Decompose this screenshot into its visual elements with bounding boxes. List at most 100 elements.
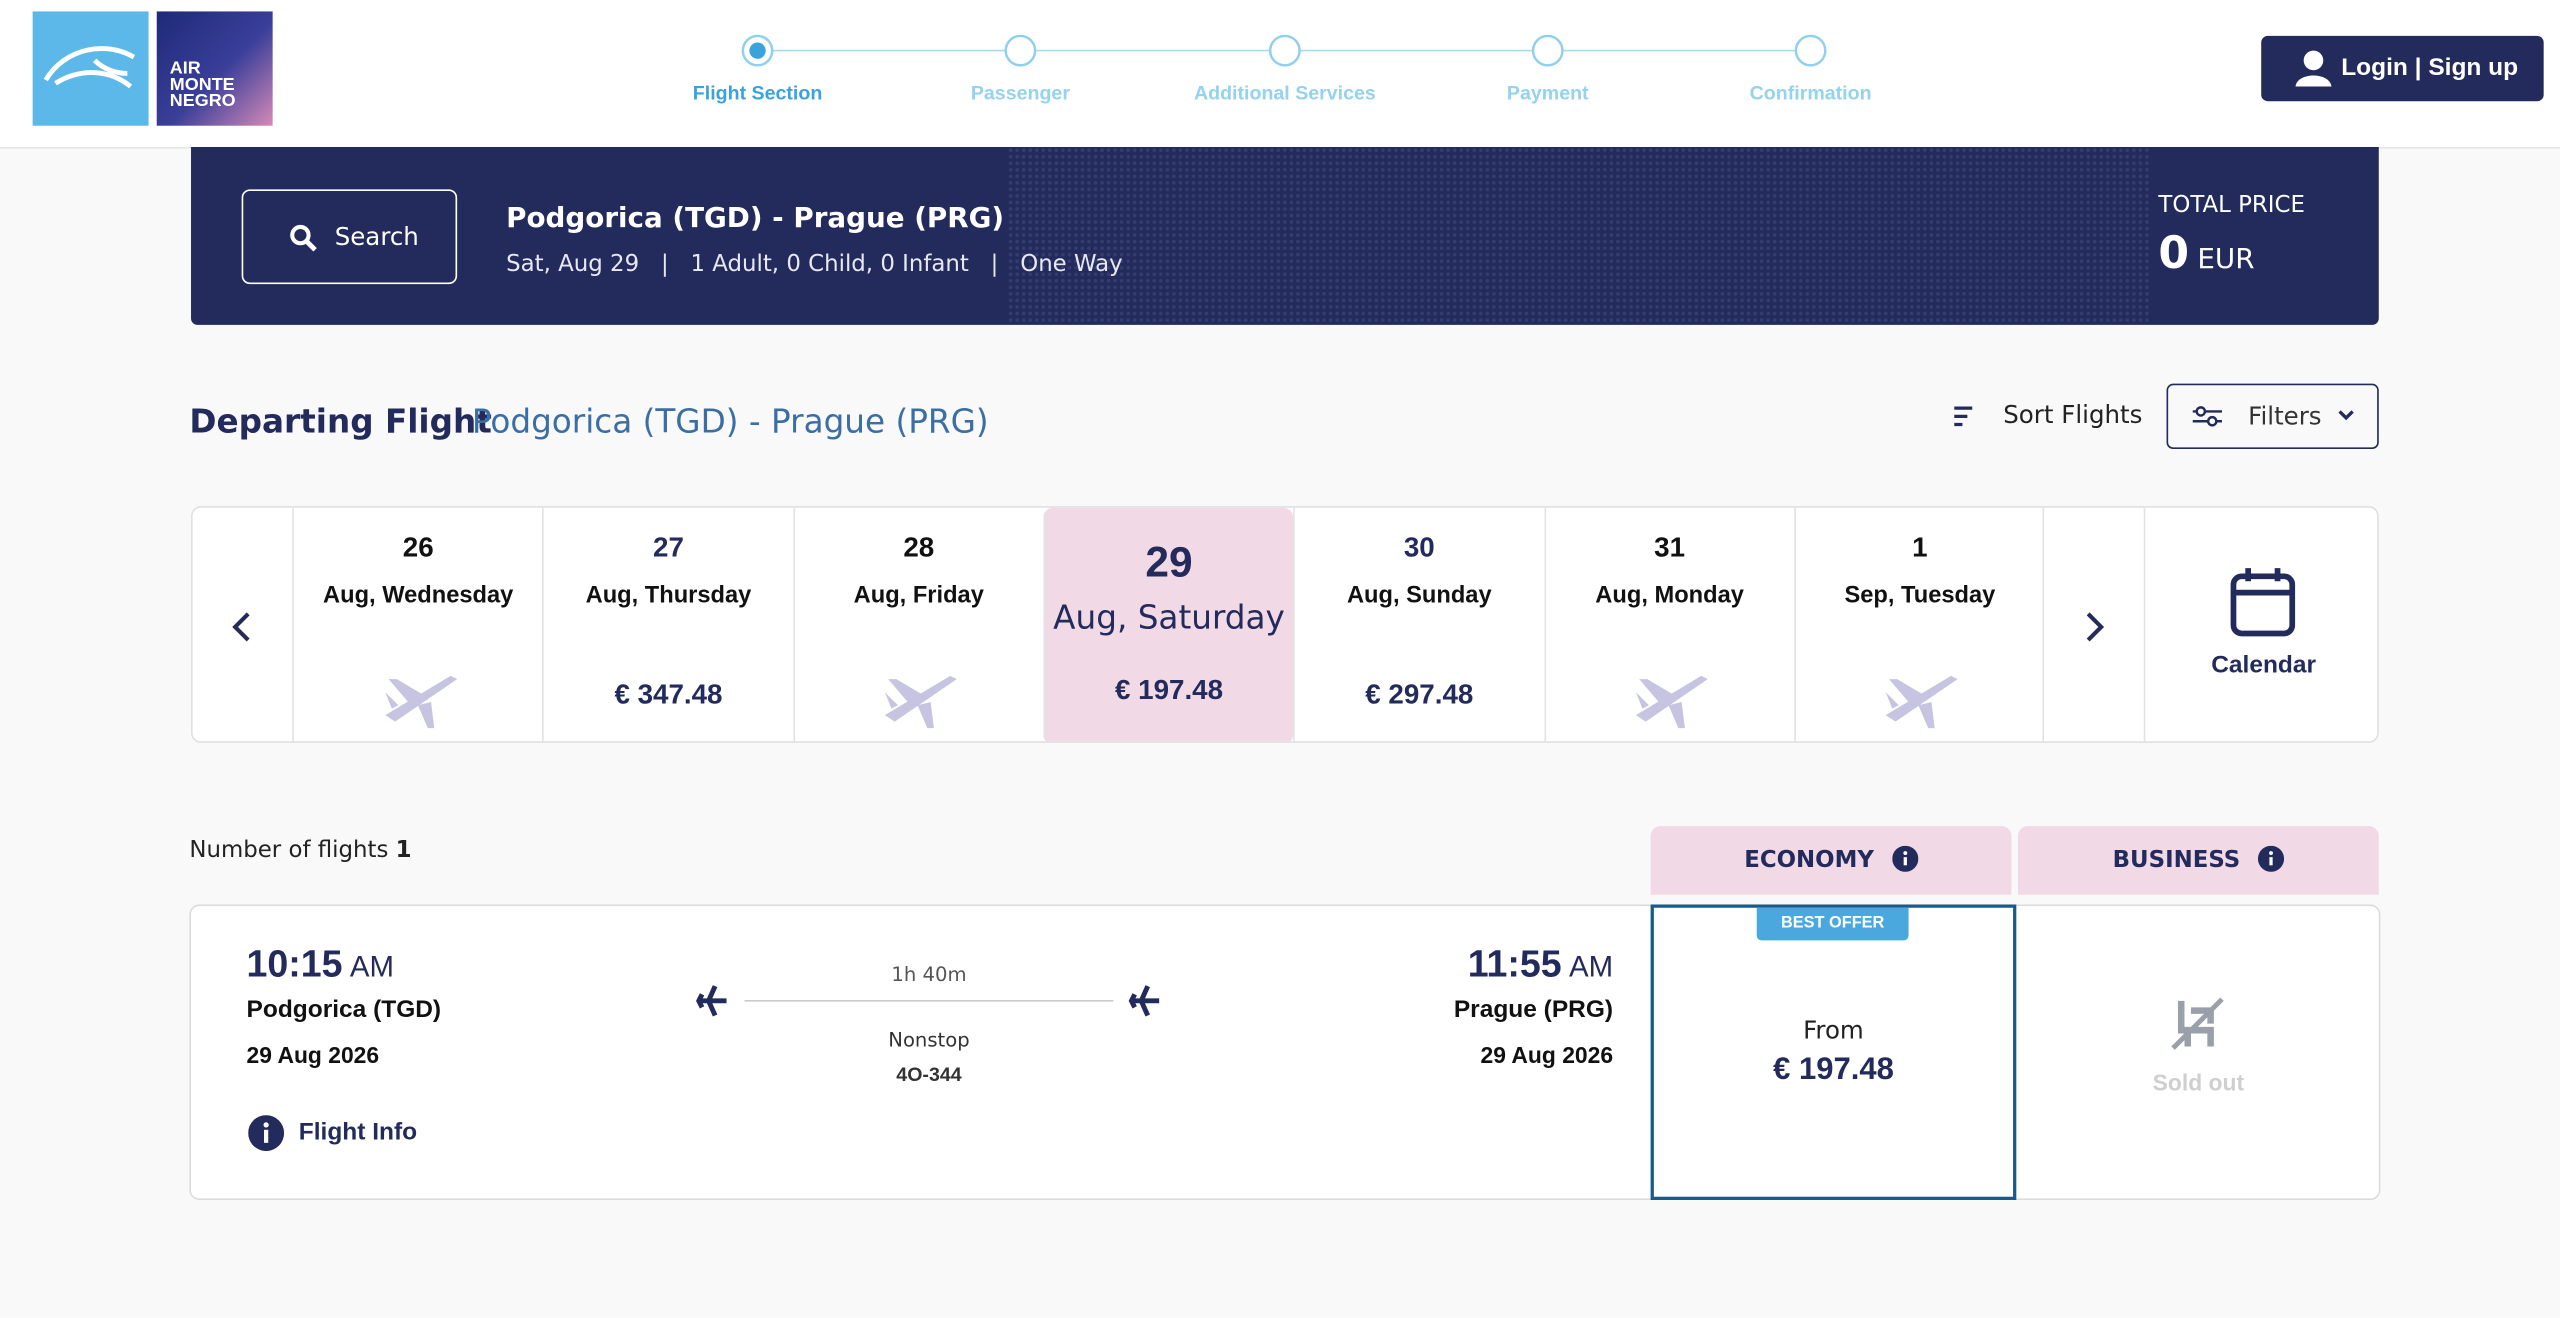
economy-fare[interactable] <box>1650 904 2017 1200</box>
date-day: 26 <box>402 532 434 564</box>
date-cell[interactable]: 26 Aug, Wednesday <box>292 507 542 742</box>
step-active-dot <box>749 42 766 59</box>
date-label: Aug, Friday <box>853 582 984 609</box>
date-price: € 347.48 <box>614 679 723 711</box>
date-price: € 297.48 <box>1365 679 1474 711</box>
search-banner <box>191 146 2379 325</box>
calendar-icon <box>2230 568 2296 637</box>
logo-bird <box>43 46 136 89</box>
time: 10:15 <box>246 942 343 985</box>
calendar-label: Calendar <box>2211 651 2317 680</box>
section-title: Departing Flight <box>189 401 492 441</box>
search-icon <box>290 224 317 252</box>
step-dot <box>1004 34 1037 67</box>
flight-info-text: Flight Info <box>298 1118 418 1147</box>
info-icon <box>2257 845 2285 872</box>
separator: | <box>990 251 999 278</box>
stepper <box>741 34 1827 67</box>
date-cell[interactable]: 29 Aug, Saturday € 197.48 <box>1043 507 1294 742</box>
sold-out-icon <box>2171 997 2224 1050</box>
prev-button[interactable] <box>193 508 293 741</box>
time: 11:55 <box>1467 942 1562 985</box>
count-label: Number of flights <box>189 837 389 864</box>
login-button[interactable]: Login | Sign up <box>2261 35 2544 102</box>
filters-text: Filters <box>2248 401 2322 432</box>
logo-mark[interactable] <box>32 11 149 126</box>
arrival-city: Prague (PRG) <box>1453 995 1614 1024</box>
stops: Nonstop <box>888 1028 970 1052</box>
search-text: Search <box>334 222 419 252</box>
logo-line: AIR <box>169 58 201 79</box>
date-label: Aug, Sunday <box>1346 582 1492 609</box>
date-cell[interactable]: 27 Aug, Thursday € 347.48 <box>542 507 793 742</box>
map-pattern <box>1007 146 2151 325</box>
logo-text[interactable]: AIR MONTE NEGRO <box>156 11 273 126</box>
count-value: 1 <box>395 837 412 864</box>
ampm: AM <box>349 950 394 983</box>
arrival-time: 11:55 AM <box>1287 942 1614 986</box>
sort-button[interactable]: Sort Flights <box>1953 399 2143 430</box>
no-flight-icon <box>885 675 958 729</box>
sort-text: Sort Flights <box>2003 399 2143 430</box>
date-day: 31 <box>1654 532 1686 564</box>
date-day: 30 <box>1403 532 1435 564</box>
filters-icon <box>2192 406 2223 427</box>
plane-icon <box>696 985 727 1017</box>
business-label: BUSINESS <box>2112 847 2241 874</box>
date-label: Aug, Wednesday <box>323 582 514 609</box>
economy-label: ECONOMY <box>1744 847 1874 874</box>
step-label: Flight Section <box>692 81 823 105</box>
ampm: AM <box>1568 950 1614 983</box>
date-label: Aug, Monday <box>1595 582 1744 609</box>
no-flight-icon <box>1636 675 1708 729</box>
chevron-left <box>232 612 250 642</box>
section-route: Podgorica (TGD) - Prague (PRG) <box>471 401 989 441</box>
date-cell[interactable]: 28 Aug, Friday <box>792 507 1043 742</box>
date-cell[interactable]: 1 Sep, Tuesday <box>1793 507 2044 742</box>
trip-passengers: 1 Adult, 0 Child, 0 Infant <box>690 251 969 278</box>
flight-number: 4O-344 <box>896 1062 962 1086</box>
date-label: Aug, Thursday <box>585 582 752 609</box>
date-day: 1 <box>1912 532 1928 564</box>
trip-details: Sat, Aug 29 | 1 Adult, 0 Child, 0 Infant… <box>506 251 1123 277</box>
date-day: 28 <box>903 532 935 564</box>
trip-date: Sat, Aug 29 <box>506 251 640 278</box>
info-icon <box>1891 845 1918 872</box>
best-offer-badge: BEST OFFER <box>1756 907 1909 941</box>
departure-date: 29 Aug 2026 <box>246 1041 380 1068</box>
total-currency: EUR <box>2197 243 2255 276</box>
calendar-button[interactable]: Calendar <box>2143 507 2377 742</box>
total-price: 0 EUR <box>2158 229 2254 280</box>
search-button[interactable]: Search <box>241 189 458 285</box>
business-status: Sold out <box>2152 1069 2245 1096</box>
step-label: Confirmation <box>1749 81 1872 105</box>
date-label: Sep, Tuesday <box>1844 582 1996 609</box>
separator: | <box>660 251 669 278</box>
next-button[interactable] <box>2042 507 2143 742</box>
departure-city: Podgorica (TGD) <box>246 995 442 1024</box>
user-icon <box>2295 50 2332 87</box>
business-tab[interactable]: BUSINESS <box>2017 826 2379 895</box>
header <box>0 0 2560 149</box>
route-line <box>696 985 1160 1017</box>
total-label: TOTAL PRICE <box>2158 192 2305 219</box>
flight-info-link[interactable]: Flight Info <box>248 1115 418 1152</box>
step-dot <box>1268 34 1301 67</box>
economy-price: € 197.48 <box>1773 1053 1894 1088</box>
step-dot <box>1531 34 1564 67</box>
chevron-down <box>2338 410 2354 421</box>
date-cell[interactable]: 30 Aug, Sunday € 297.48 <box>1293 507 1543 742</box>
step-label: Payment <box>1506 81 1589 105</box>
departure-time: 10:15 AM <box>247 942 394 986</box>
date-day: 27 <box>653 532 684 564</box>
economy-tab[interactable]: ECONOMY <box>1650 826 2012 895</box>
route-summary: Podgorica (TGD) - Prague (PRG) <box>506 202 1005 236</box>
total-amount: 0 <box>2158 228 2190 280</box>
filters-button[interactable]: Filters <box>2166 383 2379 449</box>
date-cell[interactable]: 31 Aug, Monday <box>1543 507 1794 742</box>
plane-icon <box>1128 985 1160 1017</box>
date-label: Aug, Saturday <box>1053 597 1285 637</box>
fare-from: From <box>1803 1015 1864 1045</box>
